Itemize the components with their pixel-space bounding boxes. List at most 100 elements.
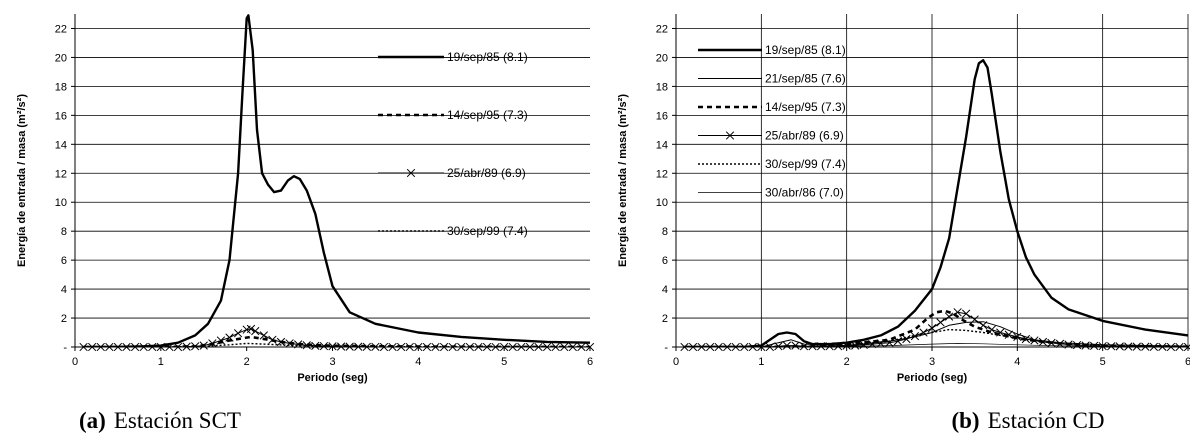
x-tick-label: 2	[244, 356, 250, 368]
series-line	[684, 311, 1188, 347]
series-marker	[1081, 341, 1090, 350]
series-marker	[354, 342, 363, 351]
series-marker	[345, 342, 354, 351]
series-marker	[1183, 342, 1190, 352]
y-tick-label: 18	[55, 81, 67, 93]
series-marker	[525, 342, 535, 352]
legend-label: 19/sep/85 (8.1)	[447, 50, 528, 64]
y-tick-label: 20	[55, 52, 67, 64]
legend-label: 30/sep/99 (7.4)	[765, 157, 846, 171]
series-line	[684, 59, 1189, 347]
series-marker	[233, 329, 243, 338]
series-marker	[122, 342, 131, 352]
series-line	[684, 309, 1189, 347]
y-tick-label: 22	[55, 23, 67, 35]
series-marker	[414, 342, 423, 352]
series-marker	[979, 321, 988, 330]
series-marker	[191, 342, 200, 351]
series-line	[83, 328, 590, 347]
series-marker	[927, 324, 937, 333]
caption-text: Estación SCT	[114, 408, 241, 433]
series-marker	[113, 342, 123, 352]
series-marker	[782, 341, 792, 350]
series-marker	[302, 341, 311, 350]
legend-label: 14/sep/95 (7.3)	[765, 100, 846, 114]
series-line	[684, 321, 1189, 347]
series-marker	[482, 342, 492, 352]
series-marker	[173, 342, 183, 352]
legend-label: 30/sep/99 (7.4)	[447, 224, 528, 238]
x-tick-label: 2	[844, 356, 850, 368]
series-marker	[585, 342, 595, 352]
panel-caption: (a) Estación SCT	[79, 408, 241, 433]
series-marker	[216, 336, 226, 345]
y-tick-label: -	[664, 342, 668, 354]
y-tick-label: 4	[662, 284, 668, 296]
series-marker	[534, 342, 543, 352]
x-tick-label: 1	[758, 356, 764, 368]
series-marker	[182, 342, 191, 351]
x-tick-label: 6	[587, 356, 593, 368]
y-tick-label: 8	[662, 226, 668, 238]
legend-label: 19/sep/85 (8.1)	[765, 43, 846, 57]
y-tick-label: 18	[656, 81, 668, 93]
legend-label: 25/abr/89 (6.9)	[765, 129, 844, 143]
series-marker	[259, 331, 268, 340]
series-marker	[953, 308, 962, 317]
series-line	[83, 14, 591, 347]
caption-tag: (a)	[79, 408, 106, 433]
y-tick-label: 2	[61, 313, 67, 325]
legend-label: 21/sep/85 (7.6)	[765, 72, 846, 86]
x-tick-label: 0	[72, 356, 78, 368]
x-tick-label: 0	[673, 356, 679, 368]
series-marker	[910, 331, 920, 341]
y-tick-label: 20	[656, 52, 668, 64]
series-marker	[371, 342, 380, 352]
series-marker	[251, 326, 260, 336]
legend-label: 30/abr/86 (7.0)	[765, 186, 844, 200]
y-tick-label: 2	[662, 313, 668, 325]
series-line	[684, 328, 1189, 347]
y-tick-label: 10	[656, 197, 668, 209]
series-marker	[961, 309, 971, 318]
y-axis-label: Energía de entrada / masa (m²/s²)	[16, 94, 28, 267]
y-axis-label: Energía de entrada / masa (m²/s²)	[617, 94, 629, 267]
series-marker	[1030, 336, 1039, 345]
legend-label: 25/abr/89 (6.9)	[447, 166, 526, 180]
panel-caption: (b) Estación CD	[951, 408, 1104, 433]
series-marker	[868, 339, 877, 349]
series-marker	[791, 341, 800, 350]
series-marker	[1072, 340, 1082, 350]
series-marker	[405, 342, 414, 352]
y-tick-label: -	[63, 342, 67, 354]
y-tick-label: 16	[656, 110, 668, 122]
y-tick-label: 6	[662, 255, 668, 267]
y-tick-label: 8	[61, 226, 67, 238]
series-marker	[987, 325, 996, 334]
x-tick-label: 1	[158, 356, 164, 368]
series-marker	[208, 339, 217, 348]
x-tick-label: 6	[1185, 356, 1190, 368]
caption-tag: (b)	[951, 408, 979, 433]
x-axis-label: Periodo (seg)	[297, 372, 368, 384]
x-tick-label: 5	[1100, 356, 1106, 368]
series-marker	[1064, 340, 1073, 349]
series-marker	[130, 342, 140, 352]
series-marker	[1089, 341, 1099, 350]
x-tick-label: 4	[1014, 356, 1020, 368]
y-tick-label: 6	[61, 255, 67, 267]
y-tick-label: 12	[55, 168, 67, 180]
y-tick-label: 14	[55, 139, 67, 151]
series-marker	[199, 341, 208, 350]
x-tick-label: 4	[415, 356, 421, 368]
x-tick-label: 5	[501, 356, 507, 368]
y-tick-label: 16	[55, 110, 67, 122]
series-marker	[996, 328, 1005, 337]
series-marker	[362, 342, 371, 352]
legend-marker	[406, 168, 416, 178]
series-marker	[1021, 334, 1031, 344]
series-marker	[422, 342, 432, 352]
series-marker	[859, 340, 868, 349]
